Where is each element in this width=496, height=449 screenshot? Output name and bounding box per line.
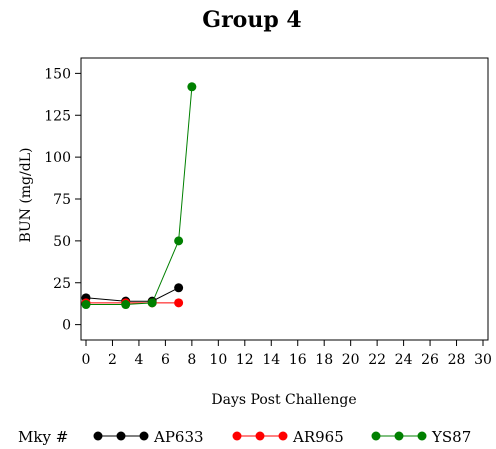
legend-swatch-marker xyxy=(371,431,381,441)
legend-swatch-marker xyxy=(417,431,427,441)
x-tick-label: 26 xyxy=(421,352,439,368)
data-point xyxy=(121,300,131,310)
x-tick-label: 30 xyxy=(474,352,492,368)
legend-label: AR965 xyxy=(292,428,344,446)
x-axis-label: Days Post Challenge xyxy=(211,392,356,408)
legend-swatch-marker xyxy=(278,431,288,441)
x-tick-label: 0 xyxy=(82,352,91,368)
legend-item-ys87: YS87 xyxy=(371,428,471,446)
y-tick-label: 0 xyxy=(62,318,71,334)
legend-swatch-marker xyxy=(255,431,265,441)
legend-label: AP633 xyxy=(153,428,204,446)
x-tick-label: 28 xyxy=(448,352,466,368)
legend-item-ap633: AP633 xyxy=(93,428,204,446)
x-tick-label: 18 xyxy=(315,352,333,368)
chart-title: Group 4 xyxy=(202,7,301,33)
x-tick-label: 20 xyxy=(342,352,360,368)
legend-title: Mky # xyxy=(18,428,68,446)
legend-item-ar965: AR965 xyxy=(232,428,344,446)
x-tick-label: 10 xyxy=(209,352,227,368)
legend-label: YS87 xyxy=(431,428,471,446)
y-tick-label: 125 xyxy=(44,108,71,124)
y-tick-label: 100 xyxy=(44,150,71,166)
x-tick-label: 4 xyxy=(134,352,143,368)
legend-swatch-marker xyxy=(139,431,149,441)
y-axis-label: BUN (mg/dL) xyxy=(18,148,34,243)
legend: Mky # AP633 AR965 YS87 xyxy=(18,428,471,446)
x-tick-label: 24 xyxy=(395,352,413,368)
x-tick-label: 12 xyxy=(236,352,254,368)
x-tick-label: 22 xyxy=(368,352,386,368)
series-ar965 xyxy=(81,298,184,308)
x-tick-label: 8 xyxy=(187,352,196,368)
data-point xyxy=(187,82,197,92)
series-line xyxy=(86,86,193,305)
series-layer xyxy=(81,82,197,310)
y-tick-label: 150 xyxy=(44,66,71,82)
data-point xyxy=(174,298,184,308)
x-tick-label: 2 xyxy=(108,352,117,368)
series-line xyxy=(85,287,179,302)
legend-swatch-marker xyxy=(93,431,103,441)
x-tick-label: 6 xyxy=(161,352,170,368)
legend-swatch-marker xyxy=(232,431,242,441)
legend-swatch-marker xyxy=(116,431,126,441)
y-tick-label: 50 xyxy=(53,234,71,250)
data-point xyxy=(81,300,91,310)
data-point xyxy=(174,283,184,293)
x-axis: 0 2 4 6 8 10 12 14 16 18 20 22 24 26 28 30 xyxy=(82,340,492,368)
series-ap633 xyxy=(81,283,184,306)
data-point xyxy=(147,298,157,308)
data-point xyxy=(174,236,184,246)
plot-area xyxy=(80,57,489,341)
x-tick-label: 14 xyxy=(262,352,280,368)
legend-swatch-marker xyxy=(394,431,404,441)
x-tick-label: 16 xyxy=(289,352,307,368)
y-tick-label: 75 xyxy=(53,192,71,208)
series-ys87 xyxy=(81,82,197,310)
y-tick-label: 25 xyxy=(53,276,71,292)
y-axis: 0 25 50 75 100 125 150 xyxy=(44,66,81,334)
